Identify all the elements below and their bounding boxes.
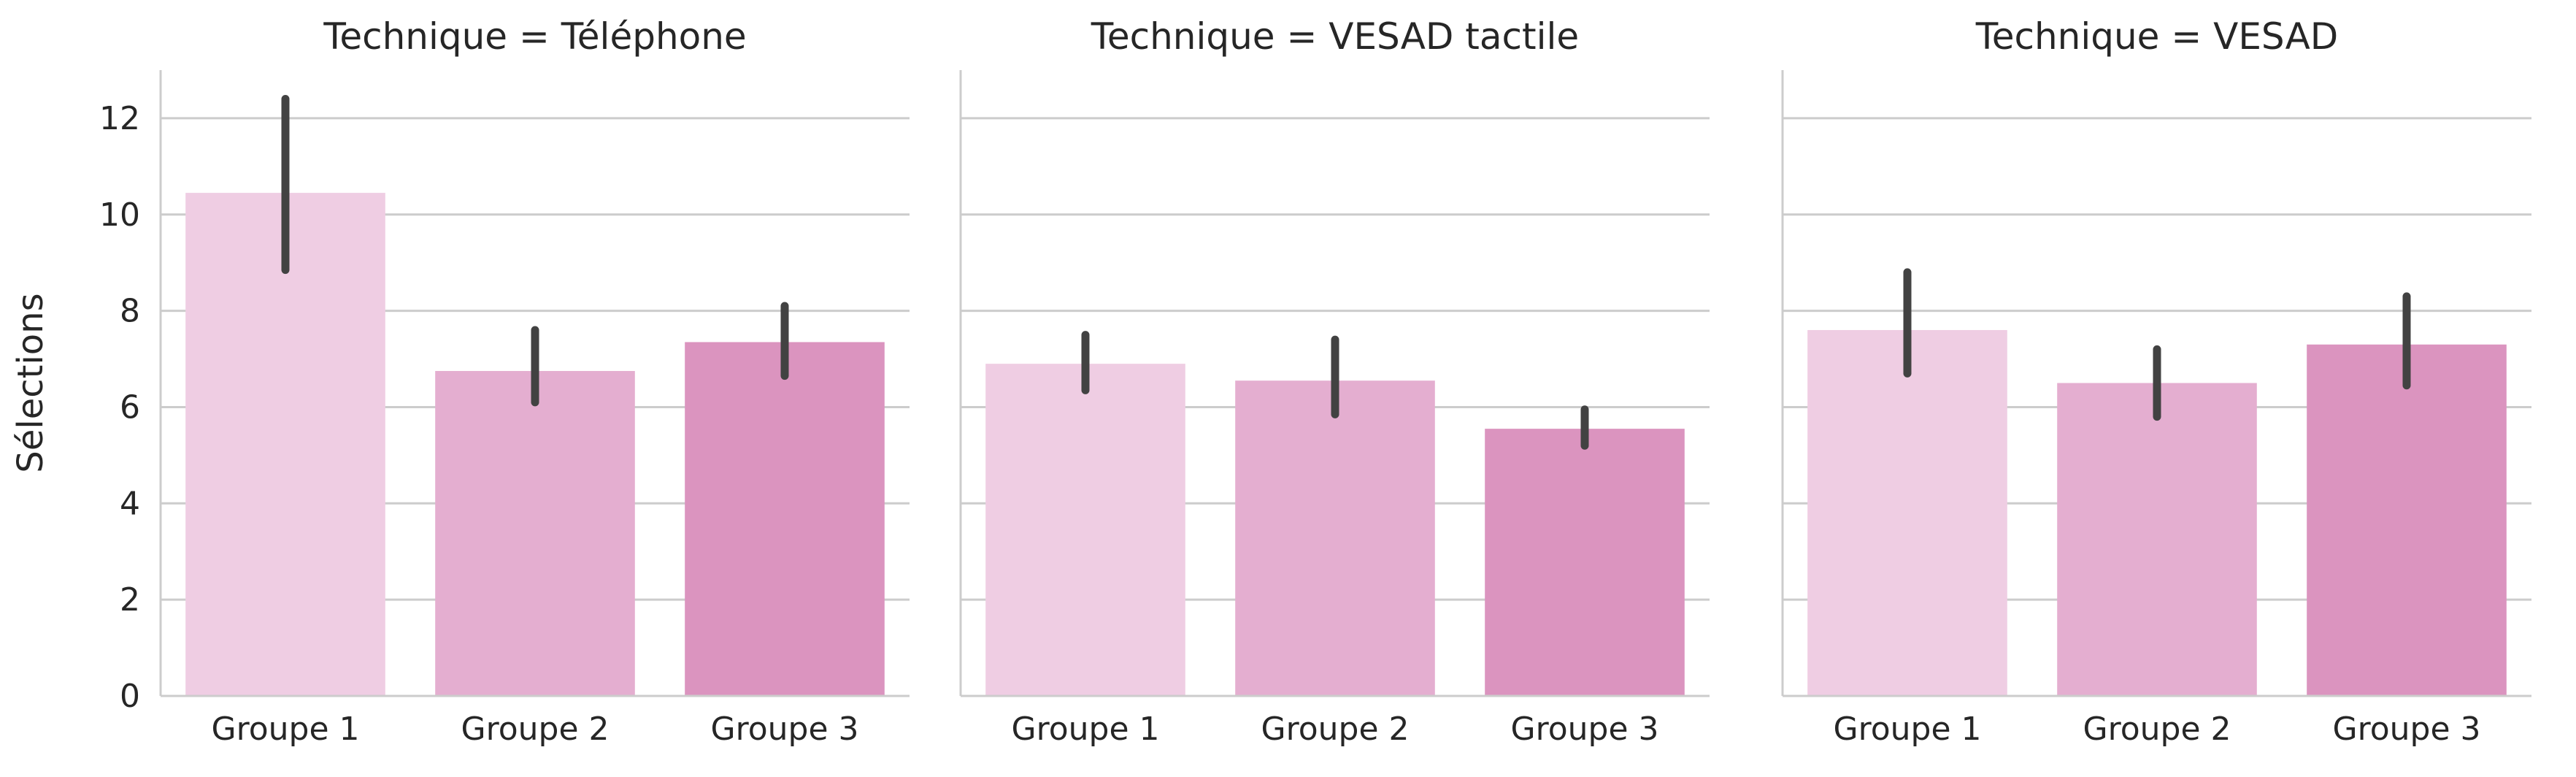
x-tick-label: Groupe 1 bbox=[1011, 711, 1159, 748]
bar bbox=[1807, 329, 2007, 696]
y-tick-label: 0 bbox=[120, 678, 140, 715]
y-axis-label: Sélections bbox=[10, 293, 51, 472]
panel-title: Technique = VESAD tactile bbox=[1091, 15, 1579, 58]
bar bbox=[435, 371, 635, 696]
bar bbox=[1485, 429, 1685, 696]
text-layer: Groupe 1 Groupe 2 Groupe 3 Technique = Télé… bbox=[10, 15, 2481, 748]
x-tick-label: Groupe 2 bbox=[1261, 711, 1409, 748]
bar bbox=[185, 193, 385, 696]
y-tick-label: 6 bbox=[120, 388, 140, 426]
y-tick-label: 2 bbox=[120, 581, 140, 619]
panel-title: Technique = Téléphone bbox=[323, 15, 746, 58]
x-tick-label: Groupe 1 bbox=[1833, 711, 1981, 748]
x-tick-label: Groupe 2 bbox=[2083, 711, 2231, 748]
bars-layer bbox=[185, 193, 2507, 696]
bar bbox=[685, 342, 885, 696]
x-tick-label: Groupe 3 bbox=[2332, 711, 2480, 748]
y-tick-label: 8 bbox=[120, 293, 140, 330]
bar bbox=[1235, 380, 1435, 696]
bar bbox=[2057, 383, 2257, 696]
panel-title: Technique = VESAD bbox=[1975, 15, 2339, 58]
x-tick-label: Groupe 3 bbox=[710, 711, 858, 748]
axes-layer bbox=[159, 70, 2531, 697]
x-tick-label: Groupe 1 bbox=[211, 711, 359, 748]
y-tick-label: 10 bbox=[99, 196, 140, 234]
x-tick-label: Groupe 3 bbox=[1510, 711, 1658, 748]
bar bbox=[2307, 344, 2507, 696]
y-tick-label: 4 bbox=[120, 485, 140, 522]
errorbars-layer bbox=[281, 95, 2411, 450]
bar bbox=[985, 364, 1185, 696]
x-tick-label: Groupe 2 bbox=[461, 711, 609, 748]
y-tick-label: 12 bbox=[99, 100, 140, 137]
